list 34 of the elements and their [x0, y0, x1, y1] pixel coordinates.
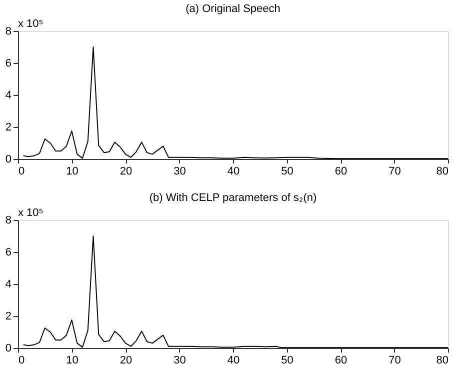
x-tick-label: 20: [120, 166, 132, 178]
text: x 10⁵: [18, 18, 44, 30]
x-tick-label: 80: [436, 354, 448, 366]
x-tick-label: 40: [227, 354, 240, 366]
y-tick-label: 6: [5, 58, 12, 70]
y-tick-label: 0: [5, 342, 12, 354]
x-tick-label: 10: [66, 354, 78, 366]
y-tick-label: 4: [5, 90, 12, 102]
x-tick-label: 70: [388, 166, 401, 178]
x-tick-label: 40: [227, 166, 240, 178]
y-tick-label: 2: [5, 310, 12, 322]
line-series: [22, 236, 448, 348]
line-series: [22, 46, 448, 159]
x-tick-label: 30: [174, 166, 186, 178]
x-tick-label: 10: [66, 166, 78, 178]
x-tick-label: 50: [281, 166, 294, 178]
x-tick-label: 50: [281, 354, 294, 366]
chart-title: (a) Original Speech: [186, 3, 280, 15]
x-tick-label: 60: [334, 166, 348, 178]
x-tick-label: 20: [120, 354, 132, 366]
y-tick-label: 0: [5, 154, 12, 166]
chart-title: (b) With CELP parameters of s₂(n): [149, 192, 317, 204]
x-tick-label: 0: [18, 166, 25, 178]
y-tick-label: 4: [5, 278, 12, 290]
y-tick-label: 8: [5, 214, 12, 226]
y-tick-label: 8: [5, 26, 12, 38]
x-tick-label: 0: [18, 354, 25, 366]
x-tick-label: 70: [388, 354, 401, 366]
x-tick-label: 30: [174, 354, 186, 366]
x-tick-label: 80: [436, 166, 448, 178]
y-tick-label: 2: [5, 122, 12, 134]
x-tick-label: 60: [334, 354, 348, 366]
y-tick-label: 6: [5, 246, 12, 258]
text: x 10⁵: [18, 207, 44, 219]
